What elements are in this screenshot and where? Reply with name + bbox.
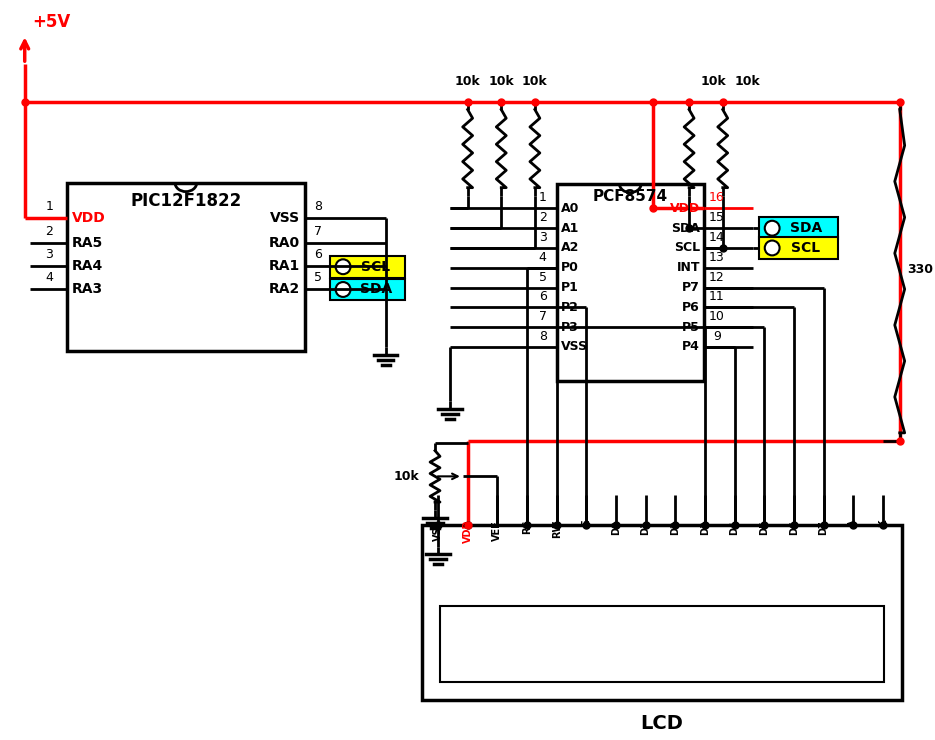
Text: 10: 10 xyxy=(709,310,725,323)
Text: P4: P4 xyxy=(683,340,700,353)
Text: 1: 1 xyxy=(46,201,53,213)
Text: RA2: RA2 xyxy=(268,281,299,295)
Text: 6: 6 xyxy=(539,290,547,303)
Text: A0: A0 xyxy=(561,202,579,215)
Text: 5: 5 xyxy=(539,271,547,283)
Text: A1: A1 xyxy=(561,222,579,235)
Text: 11: 11 xyxy=(709,290,725,303)
Bar xyxy=(67,183,305,351)
Bar xyxy=(330,256,406,278)
Text: SDA: SDA xyxy=(671,222,700,235)
Text: RA3: RA3 xyxy=(72,281,103,295)
Text: 4: 4 xyxy=(539,251,547,263)
Bar xyxy=(330,279,406,300)
Text: 7: 7 xyxy=(314,225,323,238)
Text: D7: D7 xyxy=(818,520,828,534)
Text: 5: 5 xyxy=(314,271,323,283)
Text: 330: 330 xyxy=(908,263,934,276)
Circle shape xyxy=(765,221,780,235)
Text: D4: D4 xyxy=(729,520,740,534)
Text: D0: D0 xyxy=(611,520,621,534)
Text: D1: D1 xyxy=(640,520,651,534)
Text: P7: P7 xyxy=(683,281,700,294)
Text: RA0: RA0 xyxy=(268,236,299,250)
Text: SCL: SCL xyxy=(361,260,390,274)
Text: 10k: 10k xyxy=(735,75,760,88)
Text: 13: 13 xyxy=(709,251,725,263)
Text: PIC12F1822: PIC12F1822 xyxy=(130,192,241,209)
Text: SCL: SCL xyxy=(791,241,820,255)
Text: 8: 8 xyxy=(539,330,547,343)
Text: SDA: SDA xyxy=(790,221,822,235)
Text: VSS: VSS xyxy=(269,212,299,225)
Text: 3: 3 xyxy=(539,231,547,244)
Bar xyxy=(440,606,884,682)
Text: P6: P6 xyxy=(683,300,700,314)
Text: RA5: RA5 xyxy=(72,236,104,250)
Text: P1: P1 xyxy=(561,281,579,294)
Text: 12: 12 xyxy=(709,271,725,283)
Text: 1: 1 xyxy=(539,192,547,204)
Text: INT: INT xyxy=(677,261,700,275)
Bar xyxy=(556,184,704,381)
Text: 14: 14 xyxy=(709,231,725,244)
Text: A2: A2 xyxy=(561,241,579,255)
Bar xyxy=(423,525,901,700)
Text: A: A xyxy=(848,520,858,528)
Text: 15: 15 xyxy=(709,211,725,224)
Text: 6: 6 xyxy=(314,248,323,260)
Text: 10k: 10k xyxy=(454,75,481,88)
Bar xyxy=(759,218,839,239)
Text: D5: D5 xyxy=(759,520,770,534)
Text: 3: 3 xyxy=(46,248,53,260)
Text: PCF8574: PCF8574 xyxy=(593,189,668,204)
Text: VDD: VDD xyxy=(72,212,106,225)
Bar xyxy=(759,237,839,259)
Text: 2: 2 xyxy=(539,211,547,224)
Text: RW: RW xyxy=(552,520,562,538)
Text: 2: 2 xyxy=(46,225,53,238)
Text: K: K xyxy=(878,520,888,528)
Text: 10k: 10k xyxy=(394,470,419,483)
Text: VDD: VDD xyxy=(669,202,700,215)
Text: D3: D3 xyxy=(700,520,710,534)
Text: SCL: SCL xyxy=(674,241,700,255)
Text: D2: D2 xyxy=(670,520,681,534)
Text: SDA: SDA xyxy=(360,283,392,297)
Text: 16: 16 xyxy=(709,192,725,204)
Text: 10k: 10k xyxy=(488,75,514,88)
Text: RS: RS xyxy=(522,520,532,534)
Text: 7: 7 xyxy=(539,310,547,323)
Text: RA1: RA1 xyxy=(268,259,299,273)
Text: 8: 8 xyxy=(314,201,323,213)
Text: RA4: RA4 xyxy=(72,259,104,273)
Text: VSS: VSS xyxy=(561,340,588,353)
Text: P0: P0 xyxy=(561,261,579,275)
Text: 10k: 10k xyxy=(701,75,726,88)
Text: VEE: VEE xyxy=(493,520,502,541)
Text: VDD: VDD xyxy=(463,520,473,543)
Text: 9: 9 xyxy=(712,330,721,343)
Text: LCD: LCD xyxy=(640,713,683,733)
Text: VSS: VSS xyxy=(433,520,443,541)
Text: P5: P5 xyxy=(683,320,700,334)
Text: P2: P2 xyxy=(561,300,579,314)
Text: +5V: +5V xyxy=(33,13,71,30)
Text: P3: P3 xyxy=(561,320,579,334)
Text: 4: 4 xyxy=(46,271,53,283)
Circle shape xyxy=(765,240,780,255)
Text: D6: D6 xyxy=(789,520,798,534)
Text: E: E xyxy=(582,520,591,526)
Circle shape xyxy=(336,259,351,274)
Circle shape xyxy=(336,282,351,297)
Text: 10k: 10k xyxy=(522,75,548,88)
